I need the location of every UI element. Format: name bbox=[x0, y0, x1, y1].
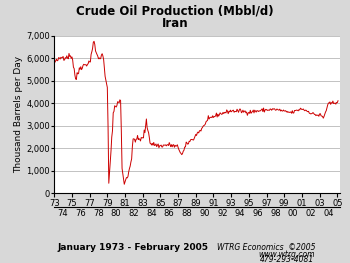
Text: Iran: Iran bbox=[162, 17, 188, 30]
Text: January 1973 - February 2005: January 1973 - February 2005 bbox=[57, 244, 209, 252]
Text: Crude Oil Production (Mbbl/d): Crude Oil Production (Mbbl/d) bbox=[76, 4, 274, 17]
Text: WTRG Economics  ©2005: WTRG Economics ©2005 bbox=[217, 244, 315, 252]
Text: www.wtrg.com: www.wtrg.com bbox=[259, 250, 315, 259]
Y-axis label: Thousand Barrels per Day: Thousand Barrels per Day bbox=[15, 56, 23, 173]
Text: 479-293-4081: 479-293-4081 bbox=[260, 255, 314, 263]
